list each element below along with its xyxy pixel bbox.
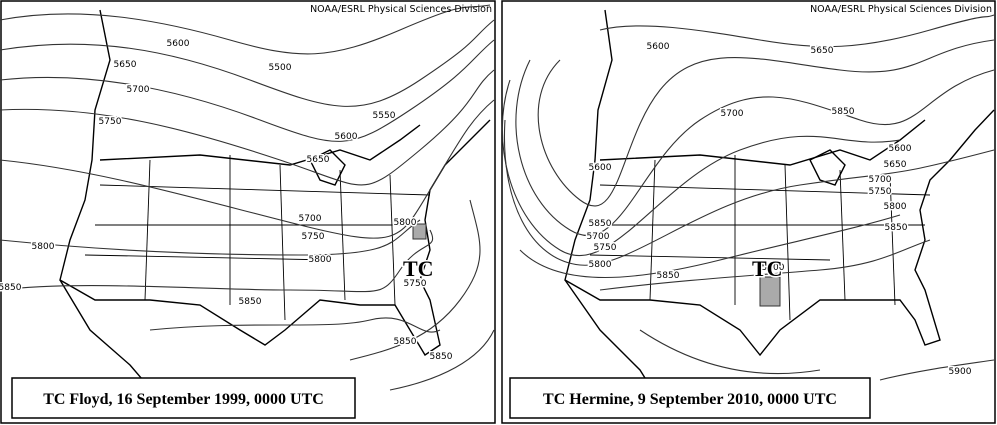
state-borders — [589, 155, 931, 321]
contour-label: 5750 — [594, 243, 617, 253]
contour-label: 5850 — [589, 219, 612, 229]
contour-label: 5800 — [309, 255, 332, 265]
contour-label: 5800 — [884, 202, 907, 212]
contour-label: 5650 — [811, 46, 834, 56]
contour-label: 5800 — [394, 218, 417, 228]
contour-label: 5750 — [302, 232, 325, 242]
contour-label: 5850 — [0, 283, 22, 293]
contour-label: 5750 — [99, 117, 122, 127]
storm-location — [759, 276, 781, 307]
contour-label: 5700 — [869, 175, 892, 185]
contour-lines — [501, 14, 995, 381]
contour-lines — [0, 4, 495, 391]
contour-label: 5650 — [114, 60, 137, 70]
contour-label: 5850 — [430, 352, 453, 362]
map-panel — [0, 0, 496, 424]
contour-label: 5650 — [884, 160, 907, 170]
contour-label: 5800 — [32, 242, 55, 252]
map-panel — [501, 0, 996, 424]
contour-label: 5700 — [721, 109, 744, 119]
annotations: NOAA/ESRL Physical Sciences Division 5600… — [0, 4, 992, 419]
tc-marker: TC — [752, 256, 783, 281]
contour-label: 5850 — [657, 271, 680, 281]
contour-label: 5600 — [335, 132, 358, 142]
contour-label: 5700 — [299, 214, 322, 224]
contour-label: 5850 — [885, 223, 908, 233]
contour-label: 5600 — [167, 39, 190, 49]
contour-label: 5850 — [239, 297, 262, 307]
credit: NOAA/ESRL Physical Sciences Division — [810, 4, 992, 15]
contour-label: 5800 — [589, 260, 612, 270]
contour-label: 5700 — [587, 232, 610, 242]
storm-location — [412, 223, 427, 240]
panel-frame — [501, 0, 996, 424]
tc-marker: TC — [403, 256, 434, 281]
contour-label: 5650 — [307, 155, 330, 165]
contour-label: 5850 — [394, 337, 417, 347]
caption: TC Floyd, 16 September 1999, 0000 UTC — [43, 391, 324, 408]
contour-label: 5600 — [589, 163, 612, 173]
contour-label: 5550 — [373, 111, 396, 121]
contour-label: 5900 — [762, 263, 785, 273]
contour-label: 5600 — [647, 42, 670, 52]
contour-label: 5850 — [832, 107, 855, 117]
contour-label: 5750 — [404, 279, 427, 289]
caption-box — [509, 377, 871, 419]
contour-label: 5500 — [269, 63, 292, 73]
state-borders — [84, 155, 431, 321]
credit: NOAA/ESRL Physical Sciences Division — [310, 4, 492, 15]
contour-label: 5700 — [127, 85, 150, 95]
caption: TC Hermine, 9 September 2010, 0000 UTC — [543, 391, 837, 408]
caption-box — [11, 377, 356, 419]
contour-label: 5750 — [869, 187, 892, 197]
contour-label: 5900 — [949, 367, 972, 377]
contour-label: 5600 — [889, 144, 912, 154]
